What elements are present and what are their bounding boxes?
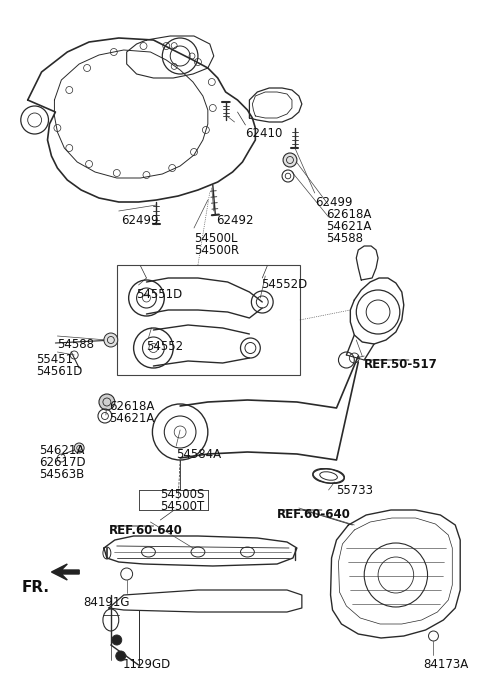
Text: 54500T: 54500T [160, 500, 204, 513]
Text: 54561D: 54561D [36, 365, 82, 378]
Text: 54563B: 54563B [39, 468, 85, 481]
Text: 55451: 55451 [36, 353, 73, 366]
Text: 54621A: 54621A [39, 444, 85, 457]
Text: 54621A: 54621A [326, 220, 372, 233]
Text: 84173A: 84173A [423, 658, 469, 671]
Circle shape [283, 153, 297, 167]
Text: 54552D: 54552D [261, 278, 308, 291]
Circle shape [74, 443, 84, 453]
Polygon shape [51, 564, 79, 580]
Text: 1129GD: 1129GD [123, 658, 171, 671]
Text: 62499: 62499 [315, 196, 352, 209]
Text: 54584A: 54584A [176, 448, 221, 461]
Circle shape [112, 635, 122, 645]
Text: 54500L: 54500L [194, 232, 238, 245]
Text: 54588: 54588 [58, 338, 95, 351]
Circle shape [99, 394, 115, 410]
Text: 55733: 55733 [336, 484, 373, 497]
Text: 54588: 54588 [326, 232, 363, 245]
Text: FR.: FR. [22, 580, 50, 595]
Text: 54552: 54552 [146, 340, 183, 353]
Text: REF.50-517: REF.50-517 [364, 358, 438, 371]
Text: 54621A: 54621A [109, 412, 154, 425]
Circle shape [116, 651, 126, 661]
Text: 62410: 62410 [245, 127, 283, 140]
Text: 62617D: 62617D [39, 456, 86, 469]
Text: 54500S: 54500S [160, 488, 204, 501]
Text: REF.60-640: REF.60-640 [277, 508, 351, 521]
Text: 62618A: 62618A [109, 400, 154, 413]
Bar [117, 265, 300, 375]
Text: 54500R: 54500R [194, 244, 239, 257]
Text: 62618A: 62618A [326, 208, 372, 221]
Text: 84191G: 84191G [83, 596, 130, 609]
Text: 62492: 62492 [216, 214, 253, 227]
Text: 54551D: 54551D [137, 288, 183, 301]
Text: REF.60-640: REF.60-640 [109, 524, 183, 537]
Circle shape [104, 333, 118, 347]
Text: 62499: 62499 [121, 214, 158, 227]
